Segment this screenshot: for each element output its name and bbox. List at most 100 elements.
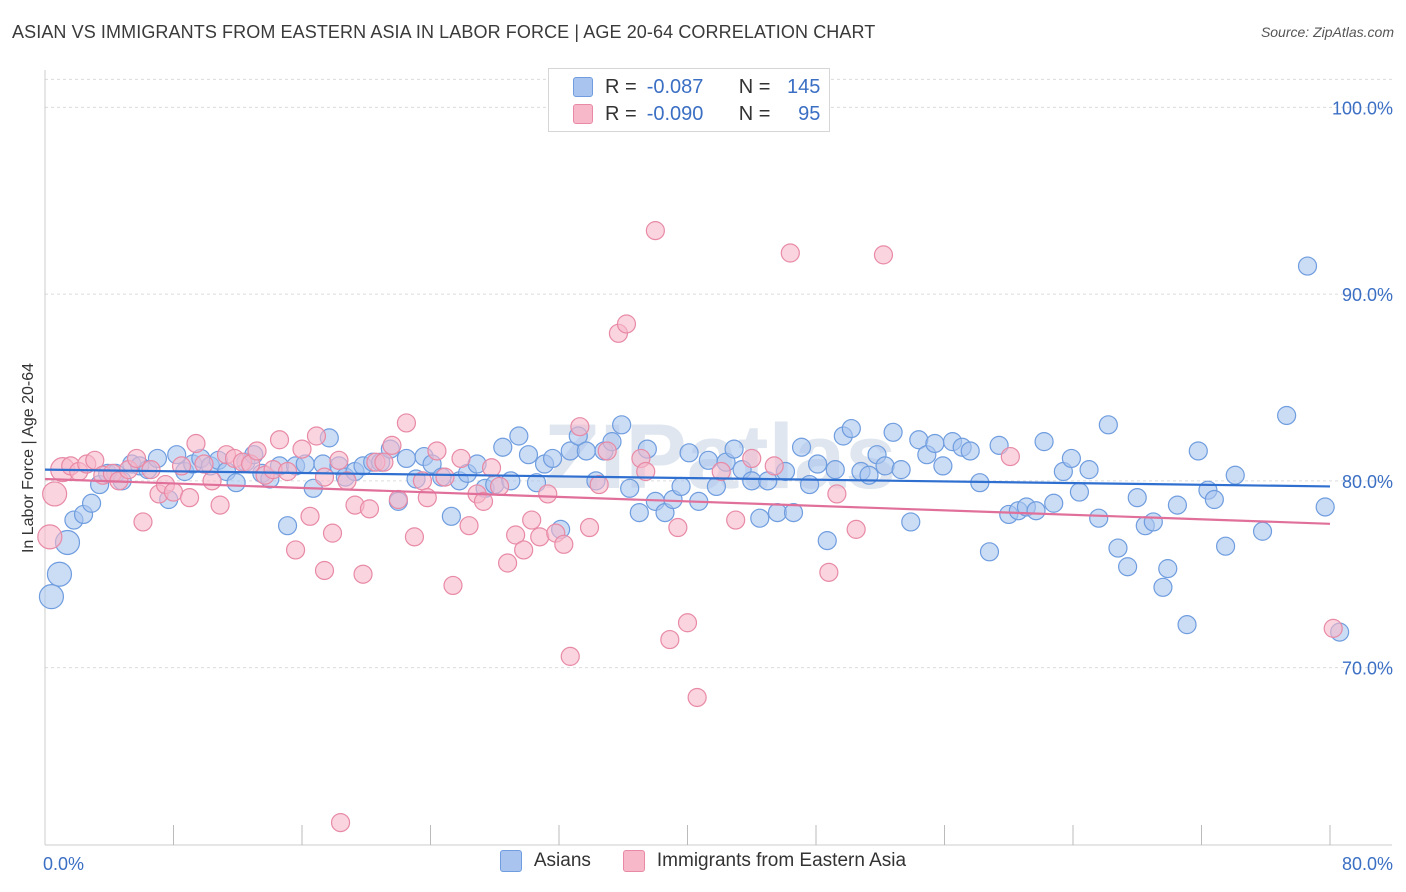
asians-point <box>791 437 812 457</box>
immigrants-point <box>616 314 637 334</box>
immigrants-point <box>210 495 230 515</box>
points-layer <box>37 221 1350 833</box>
immigrants-point <box>742 448 762 469</box>
immigrants-point <box>530 527 550 547</box>
stats-row-asians: R = -0.087 N = 145 <box>573 74 820 100</box>
asians-point <box>46 561 73 587</box>
asians-point <box>841 418 861 439</box>
asians-point <box>1153 577 1173 597</box>
immigrants-point <box>141 460 161 480</box>
asians-point <box>1069 482 1090 502</box>
immigrants-point <box>42 481 68 507</box>
legend-item-immigrants[interactable]: Immigrants from Eastern Asia <box>622 850 907 872</box>
immigrants-point <box>570 417 590 437</box>
immigrants-point <box>374 452 394 472</box>
immigrants-point <box>873 245 894 265</box>
immigrants-trend-line <box>44 477 1331 525</box>
immigrants-point <box>451 448 471 469</box>
immigrants-point <box>396 413 417 433</box>
tick-labels: 70.0% 80.0% 90.0% 100.0% 0.0% 80.0% <box>43 98 1393 874</box>
asians-point <box>671 476 691 497</box>
asians-trend-line <box>44 468 1331 488</box>
immigrants-point <box>819 562 839 582</box>
asians-legend-swatch <box>499 850 522 872</box>
n-value: 145 <box>787 75 821 98</box>
n-value: 95 <box>798 102 821 125</box>
asians-point <box>518 445 539 465</box>
asians-point <box>493 437 513 457</box>
immigrants-point <box>780 243 800 263</box>
asians-point <box>1252 521 1273 541</box>
immigrants-legend-swatch <box>622 850 645 872</box>
immigrants-point <box>443 575 463 596</box>
immigrants-point <box>37 524 63 550</box>
n-label: N = <box>738 75 771 98</box>
immigrants-point <box>645 221 665 241</box>
immigrants-point <box>764 456 784 476</box>
asians-point <box>783 502 804 523</box>
asians-point <box>901 512 921 532</box>
immigrants-point <box>589 474 609 495</box>
asians-point <box>1315 497 1335 517</box>
legend-item-asians[interactable]: Asians <box>499 850 591 872</box>
immigrants-point <box>300 506 320 526</box>
asians-point <box>1098 415 1118 435</box>
asians-point <box>1143 512 1163 532</box>
asians-point <box>742 471 762 491</box>
immigrants-point <box>359 499 380 519</box>
asians-point <box>396 448 417 469</box>
grid <box>45 78 1392 669</box>
y-tick-label: 100.0% <box>1332 98 1393 118</box>
asians-point <box>724 439 744 459</box>
asians-point <box>1188 441 1208 461</box>
immigrants-point <box>522 510 542 530</box>
asians-point <box>612 415 632 435</box>
asians-point <box>226 473 246 493</box>
r-value: -0.090 <box>646 102 704 125</box>
immigrants-point <box>247 441 267 461</box>
immigrants-point <box>322 523 343 543</box>
asians-point <box>1215 536 1236 556</box>
asians-point <box>1089 508 1109 528</box>
n-label: N = <box>738 102 771 125</box>
immigrants-point <box>186 433 206 454</box>
immigrants-point <box>329 450 349 470</box>
asians-point <box>1118 557 1138 577</box>
immigrants-point <box>269 430 290 450</box>
asians-point <box>1026 501 1046 521</box>
asians-point <box>817 531 837 551</box>
asians-point <box>1277 405 1297 426</box>
asians-point <box>629 502 649 523</box>
asians-point <box>1079 460 1099 480</box>
immigrants-point <box>435 467 455 487</box>
asians-point <box>1167 495 1188 515</box>
immigrants-point <box>473 491 494 511</box>
immigrants-point <box>597 441 617 461</box>
y-axis-label: In Labor Force | Age 20-64 <box>20 363 37 553</box>
immigrants-point <box>1000 446 1020 467</box>
asians-point <box>576 441 596 461</box>
legend-label-immigrants: Immigrants from Eastern Asia <box>656 850 907 871</box>
asians-point <box>441 506 461 526</box>
immigrants-point <box>404 527 425 547</box>
asians-point <box>1177 615 1197 635</box>
asians-point <box>750 508 770 528</box>
trend-lines <box>44 468 1331 525</box>
source-label: Source: ZipAtlas.com <box>1260 24 1394 40</box>
y-tick-label: 90.0% <box>1342 285 1393 305</box>
y-tick-label: 80.0% <box>1342 472 1393 492</box>
asians-point <box>875 456 895 476</box>
x-tick-label: 0.0% <box>43 854 84 874</box>
immigrants-swatch <box>573 104 593 124</box>
asians-point <box>81 493 102 513</box>
asians-point <box>509 426 529 446</box>
immigrants-point <box>636 461 656 482</box>
legend-label-asians: Asians <box>533 850 591 871</box>
immigrants-point <box>353 564 373 584</box>
immigrants-point <box>277 461 298 482</box>
asians-point <box>1108 538 1128 558</box>
asians-point <box>883 422 903 442</box>
asians-point <box>1127 488 1147 508</box>
y-tick-label: 70.0% <box>1342 659 1393 679</box>
stats-row-immigrants: R = -0.090 N = 95 <box>573 101 820 127</box>
